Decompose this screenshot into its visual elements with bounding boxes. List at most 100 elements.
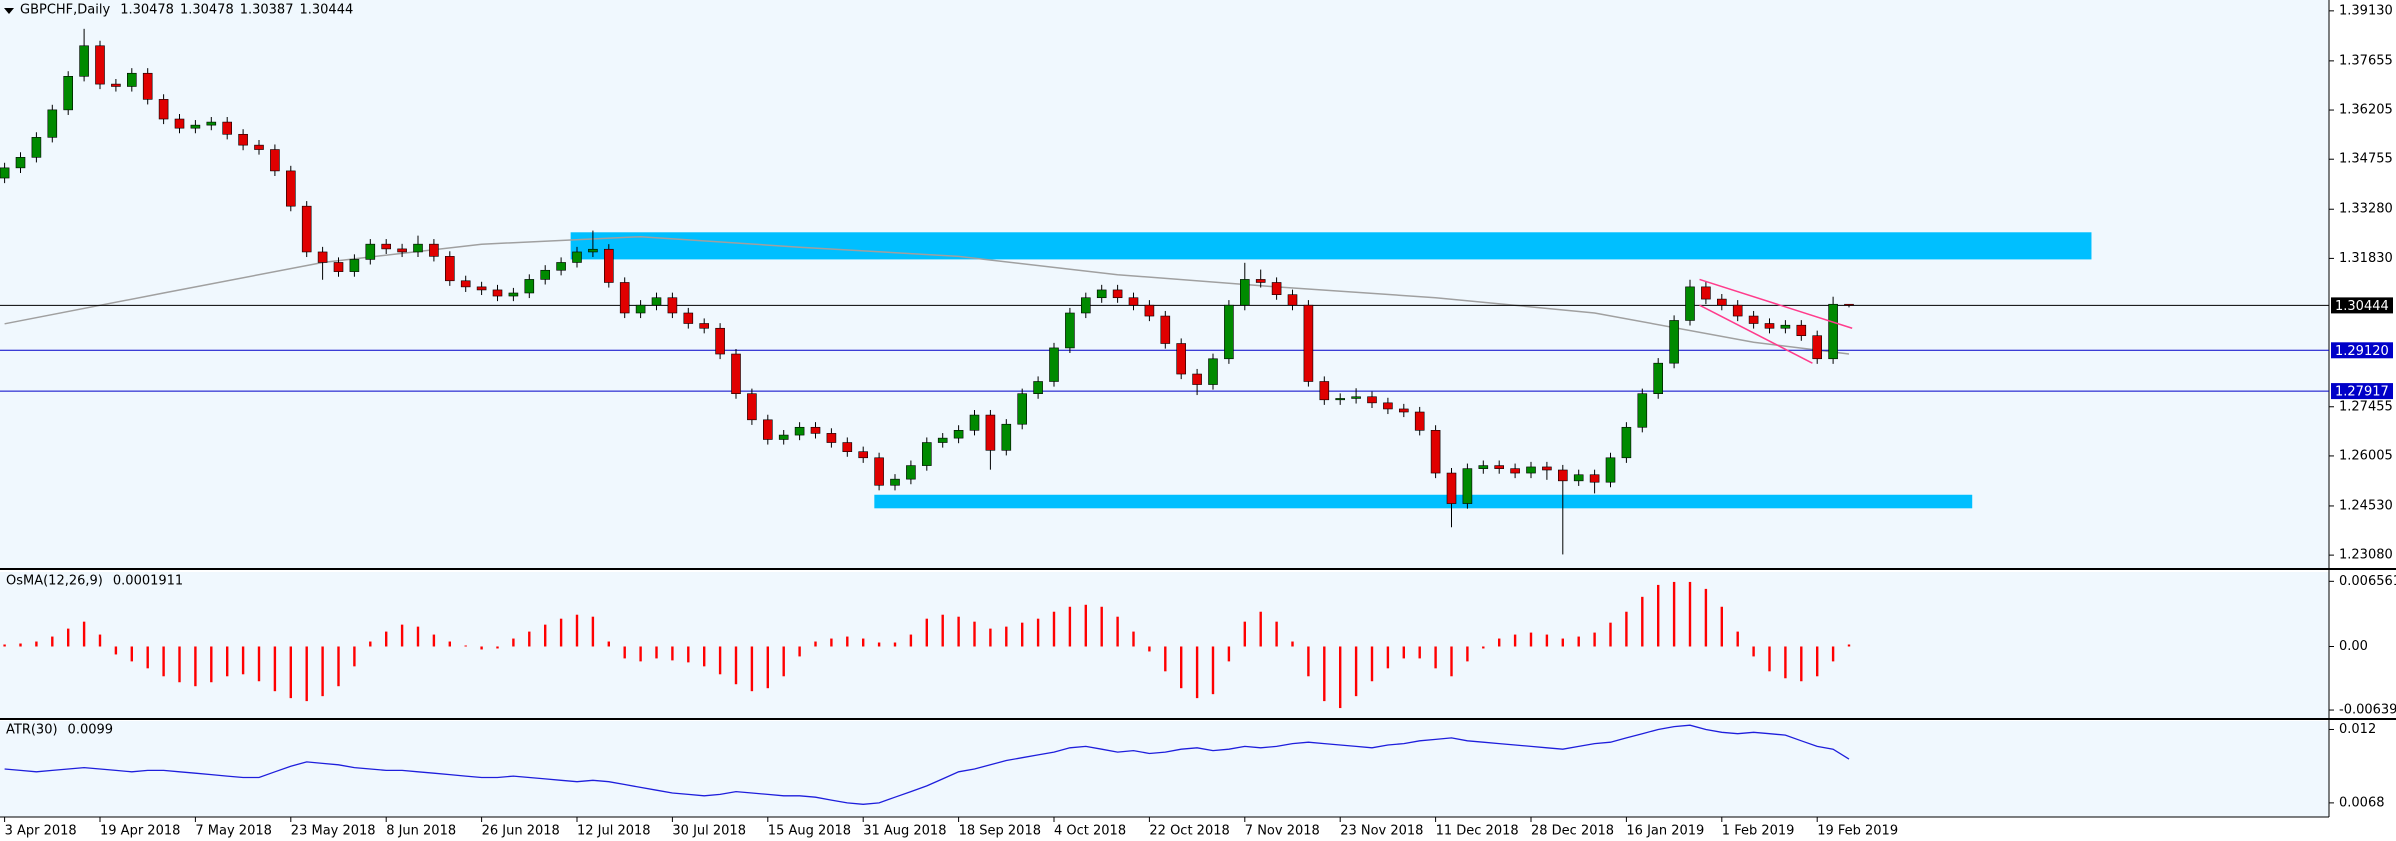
candle-body <box>31 137 42 158</box>
histogram-bar <box>1704 588 1708 647</box>
menu-icon <box>4 8 14 14</box>
candle-body <box>0 167 10 179</box>
candle-body <box>635 304 646 314</box>
histogram-bar <box>862 638 865 647</box>
histogram-bar <box>1736 631 1739 647</box>
histogram-bar <box>1116 616 1119 647</box>
y-tick-label: 0.012 <box>2339 722 2376 737</box>
candle-body <box>429 243 439 257</box>
histogram-bar <box>639 646 642 662</box>
histogram-bar <box>623 646 626 659</box>
histogram-bar <box>830 638 833 647</box>
y-tick-label: 1.33280 <box>2339 202 2393 217</box>
trendline <box>1699 278 1853 329</box>
candle-body <box>1319 381 1330 401</box>
histogram-bar <box>1354 646 1358 697</box>
candle-body <box>1510 468 1520 474</box>
candle-body <box>1589 474 1600 483</box>
histogram-bar <box>1816 646 1819 677</box>
histogram-bar <box>1164 646 1167 672</box>
candle-body <box>317 251 328 263</box>
histogram-bar <box>273 646 277 692</box>
candle-body <box>333 262 344 272</box>
candle-body <box>63 75 74 111</box>
histogram-bar <box>1052 611 1056 647</box>
histogram-bar <box>1100 606 1103 647</box>
y-tick-label: 0.0065612 <box>2339 574 2396 589</box>
histogram-bar <box>1418 646 1421 659</box>
candle-body <box>667 297 678 314</box>
x-tick-label: 7 Nov 2018 <box>1245 824 1320 839</box>
osma-layer <box>3 581 1851 709</box>
histogram-bar <box>1625 611 1628 647</box>
candle-body <box>810 426 821 434</box>
histogram-bar <box>1577 636 1580 647</box>
candle-body <box>142 72 153 100</box>
trendline <box>1699 304 1813 364</box>
candle-body <box>1558 469 1568 482</box>
histogram-bar <box>1148 646 1151 652</box>
y-tick-label: -0.006398 <box>2339 703 2396 718</box>
histogram-bar <box>321 646 324 697</box>
x-tick-label: 16 Jan 2019 <box>1626 824 1704 839</box>
histogram-bar <box>1593 632 1596 647</box>
candle-body <box>460 280 471 288</box>
histogram-bar <box>1720 606 1723 647</box>
indicator-line <box>4 724 1850 805</box>
histogram-bar <box>98 634 102 647</box>
histogram-bar <box>1386 646 1390 669</box>
y-tick-label: 1.23080 <box>2339 548 2393 563</box>
candle-body <box>285 170 296 207</box>
histogram-bar <box>305 646 308 702</box>
histogram-bar <box>1084 604 1087 647</box>
candle-body <box>301 205 312 253</box>
histogram-bar <box>559 618 563 647</box>
x-tick-label: 8 Jun 2018 <box>386 824 456 839</box>
candle-body <box>1367 396 1377 404</box>
level-label: 1.29120 <box>2335 344 2389 359</box>
candle-body <box>1780 324 1791 329</box>
candle-body <box>1096 289 1107 299</box>
zone <box>874 494 1973 509</box>
candle-body <box>397 248 407 253</box>
x-tick-label: 7 May 2018 <box>195 824 272 839</box>
histogram-bar <box>1402 646 1405 659</box>
y-tick-label: 1.31830 <box>2339 251 2393 266</box>
candle-body <box>1208 358 1218 385</box>
histogram-bar <box>1545 634 1549 647</box>
candle-body <box>1399 408 1409 413</box>
histogram-bar <box>607 641 610 647</box>
histogram-bar <box>464 645 467 647</box>
histogram-bar <box>1307 646 1310 677</box>
panel-value: 0.0099 <box>68 723 114 738</box>
candle-body <box>1271 282 1282 295</box>
histogram-bar <box>1513 634 1517 647</box>
histogram-bar <box>1291 641 1294 647</box>
histogram-bar <box>1847 644 1851 647</box>
candle-body <box>349 259 360 272</box>
candle-body <box>1621 426 1632 459</box>
histogram-bar <box>226 646 229 677</box>
candle-body <box>476 286 487 291</box>
histogram-bar <box>877 642 881 647</box>
candle-body <box>1001 423 1012 451</box>
x-tick-label: 22 Oct 2018 <box>1149 824 1229 839</box>
histogram-bar <box>1005 626 1008 647</box>
x-tick-label: 18 Sep 2018 <box>959 824 1041 839</box>
level-label-box <box>2331 297 2393 314</box>
candle-body <box>1240 279 1250 306</box>
y-tick-label: 1.34755 <box>2339 152 2393 167</box>
candle-body <box>381 243 392 250</box>
candle-body <box>572 251 582 263</box>
level-label-box <box>2331 383 2393 400</box>
histogram-bar <box>734 646 738 685</box>
candle-body <box>556 262 566 271</box>
y-tick-label: 1.27455 <box>2339 399 2393 414</box>
candle-body <box>969 414 980 431</box>
candle-body <box>158 99 169 120</box>
candle-body <box>111 83 121 87</box>
candle-body <box>1844 303 1854 306</box>
y-tick-label: 1.39130 <box>2339 3 2393 18</box>
x-tick-label: 4 Oct 2018 <box>1054 824 1126 839</box>
